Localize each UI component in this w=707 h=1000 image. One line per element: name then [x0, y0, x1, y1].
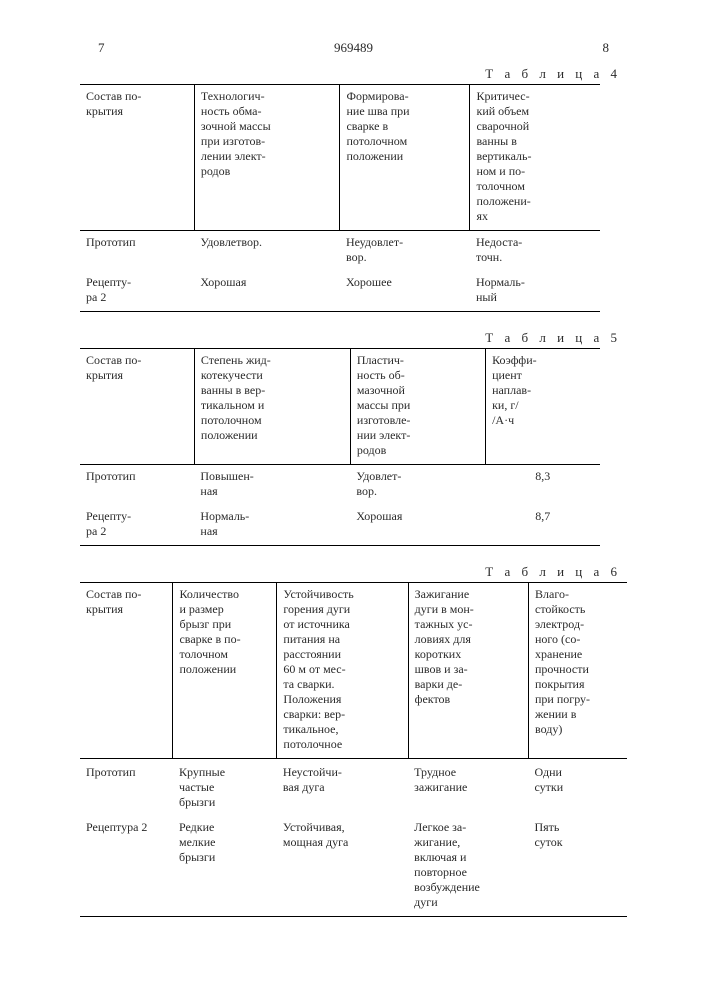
table6-h2: Устойчивостьгорения дугиот источникапита… — [277, 583, 408, 759]
table-row: Рецепту-ра 2 Нормаль-ная Хорошая 8,7 — [80, 505, 600, 546]
table4-h3: Критичес-кий объемсварочнойванны ввертик… — [470, 85, 600, 231]
table5-h2: Пластич-ность об-мазочноймассы приизгото… — [350, 349, 485, 465]
table4-caption: Т а б л и ц а 4 — [80, 66, 621, 82]
cell: Пятьсуток — [529, 816, 628, 917]
cell: 8,7 — [486, 505, 600, 546]
cell: Хорошая — [350, 505, 485, 546]
table6-h3: Зажиганиедуги в мон-тажных ус-ловиях для… — [408, 583, 528, 759]
cell: Прототип — [80, 231, 194, 272]
table-row: Прототип Крупныечастыебрызги Неустойчи-в… — [80, 759, 627, 817]
cell: Рецептура 2 — [80, 816, 173, 917]
table5-h1: Степень жид-котекучестиванны в вер-тикал… — [194, 349, 350, 465]
cell: Удовлетвор. — [194, 231, 340, 272]
page-num-right: 8 — [585, 40, 628, 56]
doc-number: 969489 — [316, 40, 391, 56]
table6-header-row: Состав по-крытия Количествои размербрызг… — [80, 583, 627, 759]
cell: Рецепту-ра 2 — [80, 505, 194, 546]
table-row: Рецепту-ра 2 Хорошая Хорошее Нормаль-ный — [80, 271, 600, 312]
table-row: Прототип Повышен-ная Удовлет-вор. 8,3 — [80, 465, 600, 506]
page-header: 7 969489 8 — [80, 40, 627, 56]
cell: Хорошая — [194, 271, 340, 312]
cell: 8,3 — [486, 465, 600, 506]
table5-header-row: Состав по-крытия Степень жид-котекучести… — [80, 349, 600, 465]
table-row: Рецептура 2 Редкиемелкиебрызги Устойчива… — [80, 816, 627, 917]
table5: Состав по-крытия Степень жид-котекучести… — [80, 348, 600, 546]
cell: Недоста-точн. — [470, 231, 600, 272]
cell: Легкое за-жигание,включая иповторноевозб… — [408, 816, 528, 917]
table4-h1: Технологич-ность обма-зочной массыпри из… — [194, 85, 340, 231]
table4: Состав по-крытия Технологич-ность обма-з… — [80, 84, 600, 312]
cell: Хорошее — [340, 271, 470, 312]
cell: Редкиемелкиебрызги — [173, 816, 277, 917]
table6-caption: Т а б л и ц а 6 — [80, 564, 621, 580]
table6-h1: Количествои размербрызг присварке в по-т… — [173, 583, 277, 759]
table6-h4: Влаго-стойкостьэлектрод-ного (со-хранени… — [529, 583, 628, 759]
table5-h3: Коэффи-циентнаплав-ки, г//А·ч — [486, 349, 600, 465]
table6: Состав по-крытия Количествои размербрызг… — [80, 582, 627, 917]
cell: Рецепту-ра 2 — [80, 271, 194, 312]
cell: Прототип — [80, 465, 194, 506]
cell: Трудноезажигание — [408, 759, 528, 817]
table4-h0: Состав по-крытия — [80, 85, 194, 231]
cell: Удовлет-вор. — [350, 465, 485, 506]
cell: Однисутки — [529, 759, 628, 817]
table4-h2: Формирова-ние шва присварке впотолочномп… — [340, 85, 470, 231]
table5-caption: Т а б л и ц а 5 — [80, 330, 621, 346]
table4-header-row: Состав по-крытия Технологич-ность обма-з… — [80, 85, 600, 231]
cell: Нормаль-ный — [470, 271, 600, 312]
cell: Неустойчи-вая дуга — [277, 759, 408, 817]
table6-h0: Состав по-крытия — [80, 583, 173, 759]
cell: Крупныечастыебрызги — [173, 759, 277, 817]
page-num-left: 7 — [80, 40, 123, 56]
cell: Повышен-ная — [194, 465, 350, 506]
table5-h0: Состав по-крытия — [80, 349, 194, 465]
cell: Прототип — [80, 759, 173, 817]
cell: Нормаль-ная — [194, 505, 350, 546]
cell: Неудовлет-вор. — [340, 231, 470, 272]
table-row: Прототип Удовлетвор. Неудовлет-вор. Недо… — [80, 231, 600, 272]
cell: Устойчивая,мощная дуга — [277, 816, 408, 917]
